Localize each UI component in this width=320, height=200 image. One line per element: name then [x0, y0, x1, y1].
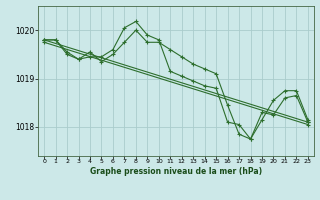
- X-axis label: Graphe pression niveau de la mer (hPa): Graphe pression niveau de la mer (hPa): [90, 167, 262, 176]
